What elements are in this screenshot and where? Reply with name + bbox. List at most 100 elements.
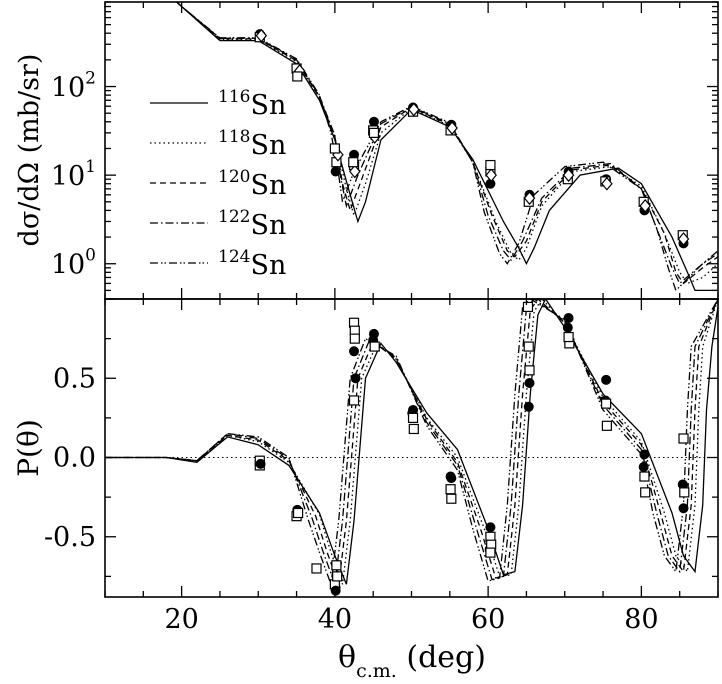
top-point-40 bbox=[639, 198, 651, 213]
bottom-point-23 bbox=[407, 412, 419, 423]
bottom-point-36 bbox=[522, 301, 534, 313]
bottom-point-47 bbox=[639, 449, 650, 460]
x-axis-label-theta: θ bbox=[338, 640, 356, 675]
x-axis-label-unit: (deg) bbox=[397, 640, 486, 675]
top-ytick-exponent: 0 bbox=[85, 246, 96, 266]
bottom-point-51 bbox=[678, 503, 689, 514]
legend-label-122Sn: 122Sn bbox=[218, 207, 286, 241]
top-point-13 bbox=[349, 164, 361, 179]
bottom-point-48 bbox=[638, 462, 649, 473]
bottom-ytick-label-2: -0.5 bbox=[44, 522, 96, 553]
bottom-point-5 bbox=[292, 507, 304, 519]
legend-element: Sn bbox=[250, 130, 286, 161]
legend-label-120Sn: 120Sn bbox=[218, 167, 286, 201]
bottom-curve-118Sn bbox=[105, 299, 718, 585]
xtick-label-40: 40 bbox=[318, 604, 352, 635]
top-ytick-base: 10 bbox=[51, 161, 85, 192]
top-curve-118Sn bbox=[175, 2, 718, 285]
bottom-point-27 bbox=[445, 484, 456, 495]
bottom-point-42 bbox=[563, 331, 574, 343]
top-ytick-base: 10 bbox=[51, 73, 85, 104]
top-curve-120Sn bbox=[175, 2, 718, 285]
legend-mass: 116 bbox=[218, 87, 250, 107]
xtick-label-80: 80 bbox=[624, 604, 658, 635]
top-y-axis-label: dσ/dΩ (mb/sr) bbox=[14, 54, 45, 247]
x-tick-labels: 20 40 60 80 bbox=[164, 604, 658, 635]
legend-label-118Sn: 118Sn bbox=[218, 127, 286, 161]
bottom-point-46 bbox=[601, 420, 612, 431]
top-point-6 bbox=[292, 71, 303, 82]
bottom-curve-120Sn bbox=[105, 299, 718, 585]
top-point-37 bbox=[601, 176, 613, 191]
bottom-point-43 bbox=[601, 374, 612, 385]
top-point-34 bbox=[562, 168, 575, 183]
bottom-ytick-label-1: 0.0 bbox=[53, 443, 96, 474]
legend-element: Sn bbox=[250, 250, 286, 281]
top-curve-122Sn bbox=[175, 2, 718, 285]
bottom-point-16 bbox=[348, 395, 360, 406]
bottom-point-9 bbox=[331, 560, 342, 571]
top-ytick-label-0: 102 bbox=[51, 69, 96, 104]
bottom-point-54 bbox=[679, 487, 690, 498]
bottom-point-11 bbox=[330, 585, 341, 596]
top-curves bbox=[175, 2, 718, 292]
bottom-point-26 bbox=[446, 473, 457, 484]
bottom-point-34 bbox=[524, 378, 535, 389]
bottom-point-2 bbox=[255, 458, 266, 469]
top-point-18 bbox=[368, 127, 380, 138]
top-point-21 bbox=[408, 102, 420, 117]
bottom-axis-frame bbox=[104, 298, 719, 598]
top-point-28 bbox=[485, 159, 496, 171]
bottom-panel-polarization: 0.5 0.0 -0.5 20 40 60 80 P(θ) θc.m. (deg) bbox=[12, 298, 719, 682]
bottom-point-35 bbox=[523, 401, 534, 412]
top-curve-124Sn bbox=[175, 2, 718, 292]
top-point-15 bbox=[368, 116, 379, 127]
bottom-point-28 bbox=[446, 493, 457, 504]
bottom-point-38 bbox=[524, 365, 535, 376]
bottom-point-17 bbox=[350, 373, 361, 384]
legend-label-116Sn: 116Sn bbox=[218, 87, 286, 121]
bottom-ytick-label-0: 0.5 bbox=[53, 363, 96, 394]
bottom-axis-ticks bbox=[104, 298, 719, 597]
top-point-24 bbox=[446, 121, 458, 135]
legend-element: Sn bbox=[250, 170, 286, 201]
top-ytick-exponent: 2 bbox=[85, 69, 96, 89]
bottom-curve-122Sn bbox=[105, 299, 718, 585]
bottom-curve-124Sn bbox=[105, 299, 718, 585]
bottom-point-52 bbox=[677, 479, 688, 490]
bottom-point-45 bbox=[601, 398, 612, 409]
top-axis-frame bbox=[104, 1, 719, 300]
top-point-31 bbox=[523, 191, 536, 206]
bottom-point-20 bbox=[369, 341, 380, 352]
bottom-point-29 bbox=[485, 522, 496, 533]
bottom-point-15 bbox=[349, 333, 360, 344]
top-point-14 bbox=[348, 157, 359, 168]
top-data-points bbox=[254, 28, 690, 249]
top-ytick-exponent: 1 bbox=[85, 157, 96, 177]
top-ytick-label-2: 100 bbox=[51, 246, 96, 281]
bottom-point-33 bbox=[485, 547, 496, 558]
top-point-43 bbox=[677, 232, 690, 246]
bottom-y-tick-labels: 0.5 0.0 -0.5 bbox=[44, 363, 96, 553]
bottom-curves bbox=[105, 299, 718, 585]
bottom-curve-116Sn bbox=[105, 299, 718, 585]
bottom-point-24 bbox=[408, 423, 419, 435]
bottom-y-axis-label: P(θ) bbox=[12, 419, 45, 477]
top-point-7 bbox=[330, 166, 341, 177]
legend-mass: 122 bbox=[218, 207, 250, 227]
bottom-point-10 bbox=[332, 571, 343, 582]
bottom-point-6 bbox=[311, 563, 322, 574]
legend-mass: 118 bbox=[218, 127, 250, 147]
bottom-point-39 bbox=[563, 313, 574, 324]
top-ytick-base: 10 bbox=[51, 250, 85, 281]
legend-element: Sn bbox=[250, 90, 286, 121]
top-ytick-label-1: 101 bbox=[51, 157, 96, 192]
legend-element: Sn bbox=[250, 210, 286, 241]
bottom-point-12 bbox=[349, 346, 360, 357]
top-curve-116Sn bbox=[175, 2, 718, 292]
legend-label-124Sn: 124Sn bbox=[218, 247, 286, 281]
